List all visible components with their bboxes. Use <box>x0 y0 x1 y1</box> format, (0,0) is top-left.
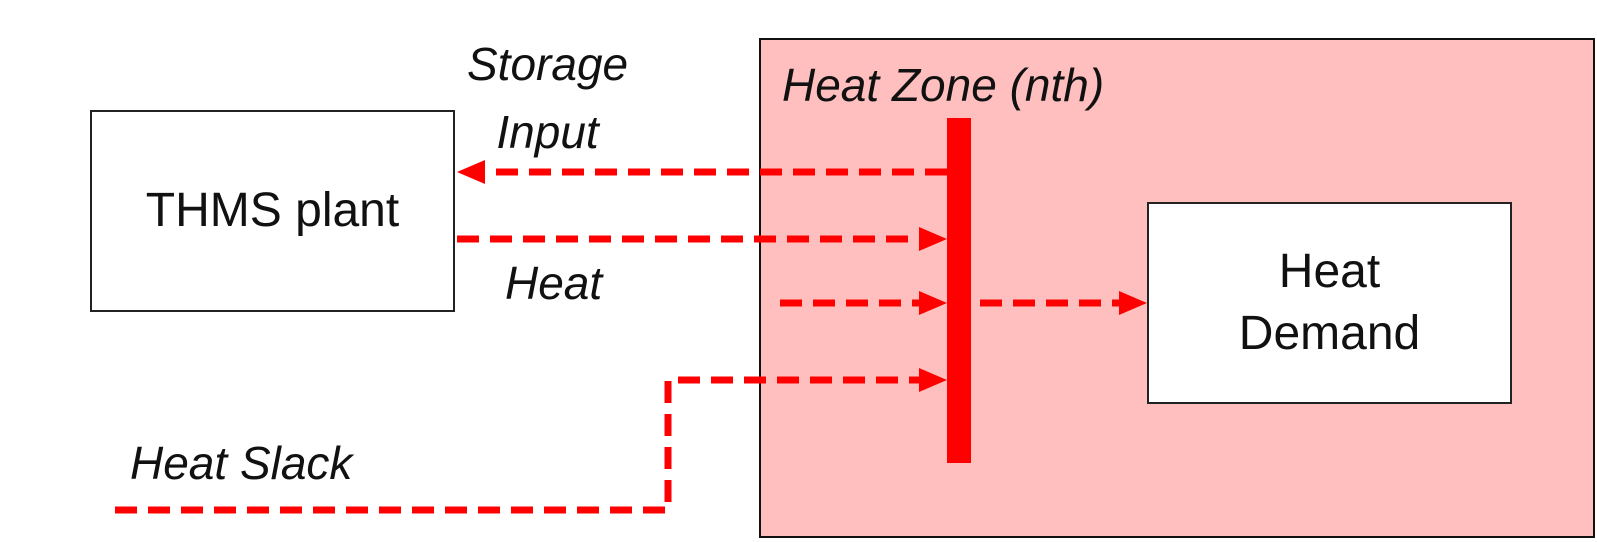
storage-input-arrowhead <box>457 160 485 184</box>
demand-flow-arrowhead <box>1119 291 1147 315</box>
storage-label-line2: Input <box>496 106 599 158</box>
heat-demand-label-line1: Heat <box>1278 244 1381 298</box>
external-input-arrowhead <box>919 291 947 315</box>
heat-slack-label: Heat Slack <box>130 437 353 489</box>
heat-slack-arrowhead <box>919 368 947 392</box>
storage-input-label: Storage Input <box>467 30 628 166</box>
heat-flow-arrowhead <box>919 227 947 251</box>
thms-plant-box: THMS plant <box>90 110 455 312</box>
thms-plant-label: THMS plant <box>145 183 400 237</box>
heat-demand-box: Heat Demand <box>1147 202 1512 404</box>
heat-slack-flow-line <box>115 376 920 514</box>
heat-zone-title: Heat Zone (nth) <box>782 59 1105 111</box>
storage-label-line1: Storage <box>467 38 629 90</box>
heat-bus-bar <box>947 118 971 463</box>
heat-flow-label: Heat <box>505 257 603 309</box>
heat-demand-label-line2: Demand <box>1238 307 1421 360</box>
